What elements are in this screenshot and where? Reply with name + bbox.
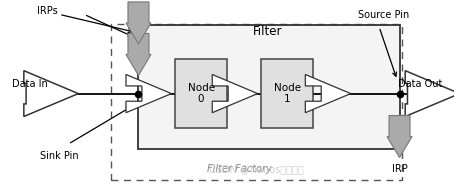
- Text: Filter Factory: Filter Factory: [207, 164, 271, 174]
- Text: Source Pin: Source Pin: [358, 10, 409, 20]
- Text: Data Out: Data Out: [398, 79, 443, 89]
- Polygon shape: [126, 2, 151, 44]
- Text: IRP: IRP: [392, 164, 407, 174]
- Polygon shape: [387, 116, 412, 158]
- Polygon shape: [126, 74, 171, 113]
- Bar: [261, 59, 313, 128]
- Text: CSDN @Nanos纳秒科技: CSDN @Nanos纳秒科技: [209, 164, 304, 174]
- Polygon shape: [24, 71, 79, 117]
- Polygon shape: [306, 74, 350, 113]
- Text: Filter: Filter: [253, 25, 282, 38]
- Text: IRPs: IRPs: [37, 6, 58, 15]
- Bar: [111, 24, 402, 180]
- Text: Sink Pin: Sink Pin: [39, 151, 79, 161]
- Bar: [175, 59, 227, 128]
- Text: Node
1: Node 1: [274, 83, 301, 104]
- Polygon shape: [212, 74, 258, 113]
- Polygon shape: [126, 33, 151, 75]
- Text: Node
0: Node 0: [188, 83, 215, 104]
- Polygon shape: [405, 71, 454, 117]
- Bar: [138, 25, 400, 149]
- Text: Data In: Data In: [12, 79, 48, 89]
